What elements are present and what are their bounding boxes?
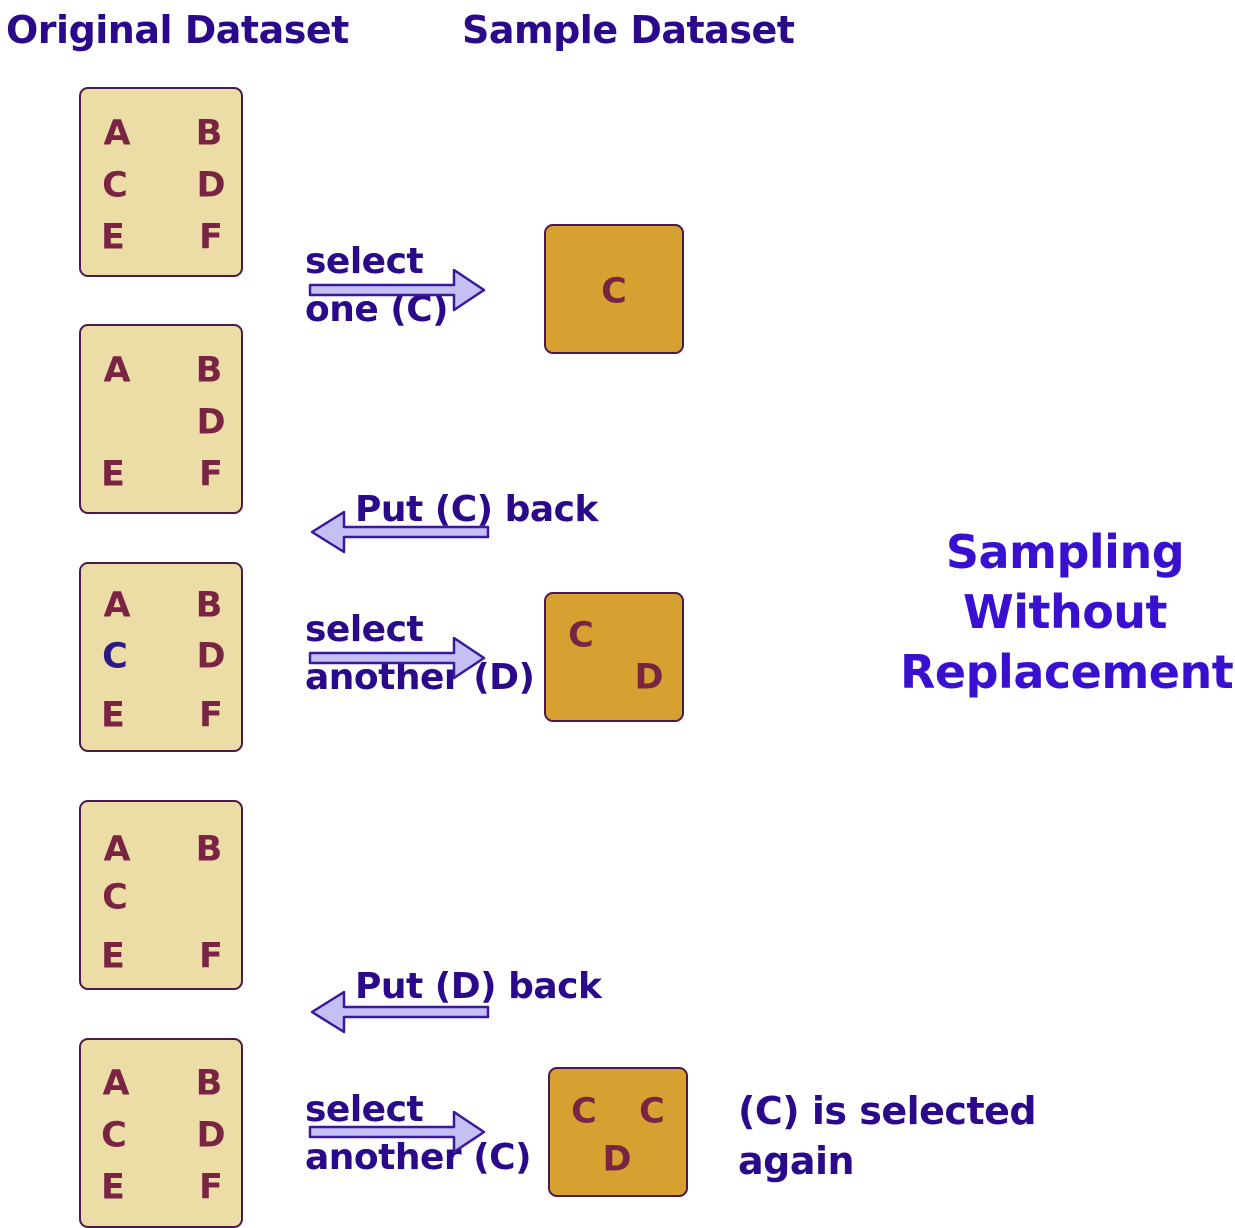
original-dataset-header: Original Dataset — [6, 8, 349, 52]
letter-e: E — [101, 454, 125, 495]
letter-e: E — [101, 695, 125, 736]
title-line-1: Sampling — [945, 525, 1185, 579]
letter-c: C — [101, 1115, 127, 1156]
left-arrow-icon — [310, 990, 490, 1034]
letter-f: F — [199, 217, 223, 258]
sample-box-3: C C D — [548, 1067, 688, 1197]
select-another-c-line-1: select — [305, 1089, 424, 1130]
letter-b: B — [195, 113, 223, 154]
letter-b: B — [195, 350, 223, 391]
letter-f: F — [199, 1167, 223, 1208]
letter-a: A — [103, 113, 131, 154]
letter-a: A — [103, 829, 131, 870]
select-another-d-line-1: select — [305, 609, 424, 650]
letter-c-returned: C — [102, 636, 128, 677]
letter-d: D — [196, 636, 226, 677]
letter-c: C — [601, 271, 627, 312]
letter-a: A — [103, 350, 131, 391]
letter-d: D — [634, 657, 664, 698]
letter-d: D — [196, 165, 226, 206]
select-another-c-label: select another (C) — [305, 1086, 532, 1182]
letter-f: F — [199, 936, 223, 977]
right-arrow-icon — [308, 268, 486, 312]
letter-e: E — [101, 217, 125, 258]
original-box-4: A B C E F — [79, 800, 243, 990]
letter-d: D — [196, 402, 226, 443]
letter-c: C — [568, 615, 594, 656]
letter-a: A — [102, 1063, 130, 1104]
put-back-d-label: Put (D) back — [355, 966, 602, 1007]
note-line-2: again — [738, 1139, 855, 1183]
letter-f: F — [199, 454, 223, 495]
original-box-3: A B C D E F — [79, 562, 243, 752]
letter-a: A — [103, 585, 131, 626]
select-one-line-1: select — [305, 241, 424, 282]
right-arrow-icon — [308, 1110, 486, 1154]
letter-d: D — [196, 1115, 226, 1156]
letter-b: B — [195, 585, 223, 626]
letter-c: C — [571, 1091, 597, 1132]
original-box-2: A B D E F — [79, 324, 243, 514]
select-another-c-line-2: another (C) — [305, 1137, 532, 1178]
sample-box-2: C D — [544, 592, 684, 722]
letter-b: B — [195, 829, 223, 870]
letter-c-duplicate: C — [639, 1091, 665, 1132]
note-line-1: (C) is selected — [738, 1089, 1037, 1133]
original-box-1: A B C D E F — [79, 87, 243, 277]
letter-d: D — [602, 1139, 632, 1180]
sample-box-1: C — [544, 224, 684, 354]
sample-dataset-header: Sample Dataset — [462, 8, 795, 52]
letter-c: C — [102, 877, 128, 918]
letter-e: E — [101, 936, 125, 977]
letter-e: E — [101, 1167, 125, 1208]
original-box-5: A B C D E F — [79, 1038, 243, 1228]
letter-c: C — [102, 165, 128, 206]
put-back-c-label: Put (C) back — [355, 489, 598, 530]
left-arrow-icon — [310, 510, 490, 554]
diagram-title: Sampling Without Replacement — [900, 522, 1234, 702]
letter-f: F — [199, 695, 223, 736]
right-arrow-icon — [308, 636, 486, 680]
title-line-2: Without — [962, 585, 1168, 639]
selected-again-note: (C) is selected again — [738, 1086, 1037, 1186]
letter-b: B — [195, 1063, 223, 1104]
title-line-3: Replacement — [900, 645, 1234, 699]
